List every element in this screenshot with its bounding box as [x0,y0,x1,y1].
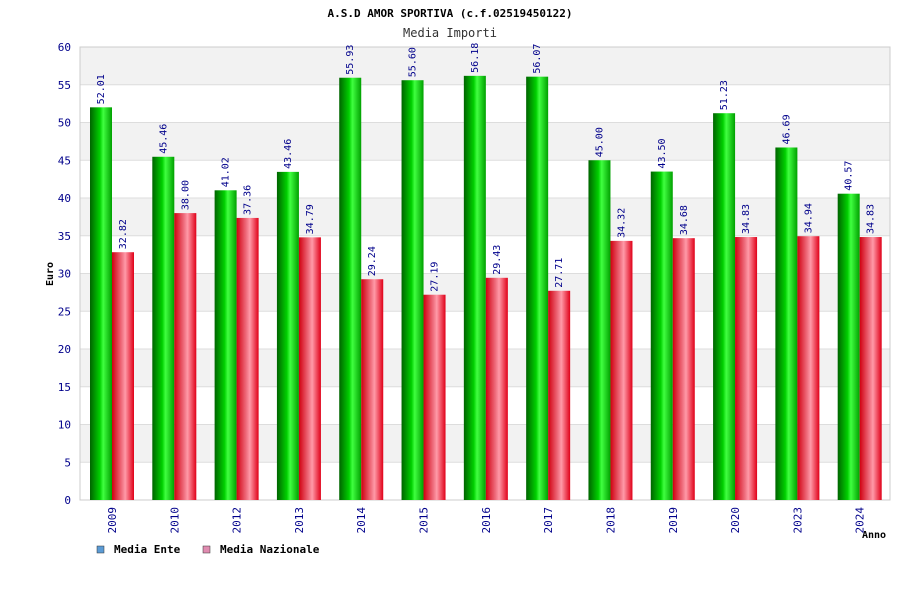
bar-media-ente [526,76,549,500]
legend-swatch-media-nazionale [202,545,211,554]
x-tick-label: 2009 [106,507,119,534]
value-label: 38.00 [180,180,191,210]
value-label: 34.83 [866,204,877,234]
x-tick-label: 2013 [293,507,306,534]
bars-layer [90,75,882,501]
bar-media-nazionale [672,238,695,500]
x-axis-ticks: 2009 2010 2012 2013 2014 2015 2016 2017 2018 2019… [106,507,867,534]
bar-media-ente [837,193,860,500]
value-label: 56.07 [532,44,543,74]
bar-media-ente [588,160,611,500]
value-label: 43.50 [657,138,668,168]
value-label: 32.82 [118,219,129,249]
y-axis-ticks: 0 5 10 15 20 25 30 35 40 45 50 55 60 [58,41,71,507]
y-tick-label: 45 [58,154,71,167]
bar-media-ente [214,190,237,500]
bar-media-nazionale [236,217,259,500]
y-tick-label: 35 [58,230,71,243]
bar-media-ente [339,77,362,500]
value-label: 55.60 [408,47,419,77]
y-tick-label: 10 [58,419,71,432]
bar-media-ente [152,156,175,501]
x-tick-label: 2018 [604,507,617,534]
legend: Media Ente Media Nazionale [96,543,320,556]
value-label: 51.23 [719,80,730,110]
value-label: 45.46 [158,124,169,154]
y-tick-label: 25 [58,305,71,318]
x-axis-label: Anno [862,530,886,541]
y-tick-label: 30 [58,268,71,281]
x-tick-label: 2016 [480,507,493,533]
value-label: 34.79 [305,204,316,234]
value-label: 46.69 [781,114,792,144]
value-label: 43.46 [283,139,294,169]
value-label: 41.02 [221,157,232,187]
bar-media-nazionale [797,236,820,500]
bar-media-nazionale [423,294,446,500]
y-tick-label: 60 [58,41,71,54]
value-label: 40.57 [844,161,855,191]
value-labels-layer: 52.01 45.46 41.02 43.46 55.93 55.60 56.18 56.07… [96,43,877,292]
bar-media-nazionale [174,213,197,500]
value-label: 29.24 [367,246,378,276]
bar-media-ente [713,113,736,500]
x-tick-label: 2014 [355,507,368,534]
x-tick-label: 2023 [791,507,804,534]
bar-media-ente [463,75,486,500]
value-label: 34.94 [803,203,814,233]
chart-subtitle: Media Importi [403,26,497,40]
y-tick-label: 15 [58,381,71,394]
legend-label-media-ente: Media Ente [114,543,181,556]
chart-title: A.S.D AMOR SPORTIVA (c.f.02519450122) [327,7,572,20]
bar-media-nazionale [298,237,321,500]
bar-media-ente [650,171,673,500]
value-label: 27.71 [554,258,565,288]
y-tick-label: 20 [58,343,71,356]
x-tick-label: 2017 [542,507,555,534]
x-tick-label: 2024 [854,507,867,534]
legend-swatch-media-ente [96,545,105,554]
x-tick-label: 2012 [231,507,244,534]
x-tick-label: 2015 [418,507,431,534]
value-label: 55.93 [345,45,356,75]
x-tick-label: 2019 [667,507,680,534]
bar-media-nazionale [485,277,508,500]
value-label: 56.18 [470,43,481,73]
x-tick-label: 2020 [729,507,742,534]
value-label: 45.00 [594,127,605,157]
y-tick-label: 50 [58,117,71,130]
bar-media-nazionale [548,290,571,500]
value-label: 34.83 [741,204,752,234]
value-label: 34.32 [616,208,627,238]
legend-label-media-nazionale: Media Nazionale [220,543,320,556]
y-tick-label: 40 [58,192,71,205]
bar-media-ente [775,147,798,501]
y-tick-label: 5 [64,456,71,469]
value-label: 29.43 [492,245,503,275]
bar-media-ente [276,171,299,500]
y-tick-label: 55 [58,79,71,92]
value-label: 27.19 [430,262,441,292]
value-label: 34.68 [679,205,690,235]
y-axis-label: Euro [45,262,56,286]
bar-media-ente [401,80,424,500]
bar-media-nazionale [610,240,633,500]
bar-media-ente [90,107,112,501]
value-label: 52.01 [96,74,107,104]
value-label: 37.36 [243,185,254,215]
x-tick-label: 2010 [168,507,181,534]
bar-media-nazionale [735,237,758,500]
bar-media-nazionale [361,279,384,500]
bar-media-nazionale [859,237,882,500]
bar-media-nazionale [112,252,134,500]
y-tick-label: 0 [64,494,71,507]
